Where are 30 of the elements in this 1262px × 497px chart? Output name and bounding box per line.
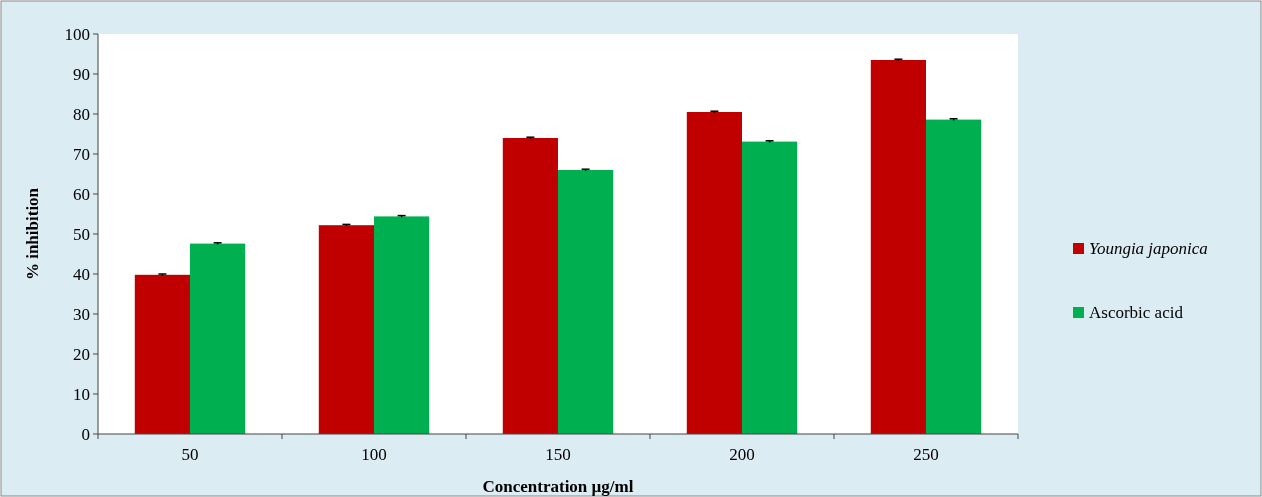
x-tick-label: 50 — [181, 445, 199, 464]
x-axis-title: Concentration µg/ml — [482, 477, 634, 496]
y-tick-label: 30 — [73, 304, 90, 324]
x-tick-label: 150 — [545, 445, 571, 464]
bar — [134, 274, 190, 434]
x-tick-label: 200 — [729, 445, 755, 464]
y-tick-label: 80 — [73, 104, 90, 124]
y-tick-label: 40 — [73, 264, 90, 284]
x-tick-label: 100 — [361, 445, 387, 464]
y-tick-label: 0 — [81, 424, 90, 444]
x-tick-label: 250 — [913, 445, 939, 464]
y-tick-label: 90 — [73, 64, 90, 84]
bar — [558, 170, 614, 434]
y-tick-label: 100 — [64, 24, 90, 44]
y-tick-label: 70 — [73, 144, 90, 164]
y-axis-title: % inhibition — [23, 187, 42, 281]
legend-label: Youngia japonica — [1089, 239, 1208, 258]
bar — [926, 119, 982, 434]
bar — [374, 216, 430, 434]
y-tick-label: 20 — [73, 344, 90, 364]
bar — [502, 138, 558, 434]
bar — [870, 60, 926, 434]
y-tick-label: 50 — [73, 224, 90, 244]
bar — [742, 141, 798, 434]
y-tick-label: 60 — [73, 184, 90, 204]
y-tick-label: 10 — [73, 384, 90, 404]
bar — [686, 112, 742, 434]
bar — [190, 243, 246, 434]
legend-label: Ascorbic acid — [1089, 303, 1184, 322]
bar — [318, 225, 374, 434]
